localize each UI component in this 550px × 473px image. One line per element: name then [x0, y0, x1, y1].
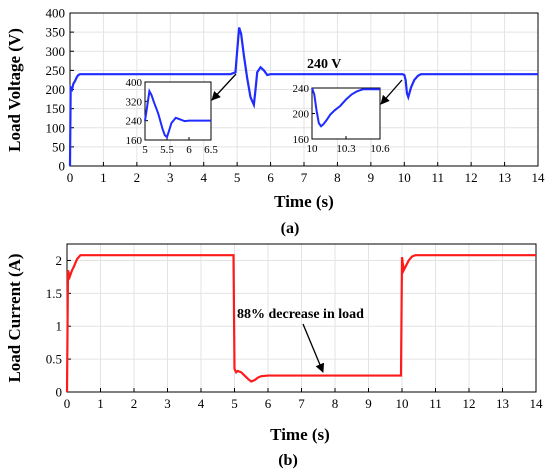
current-x-tick-label: 2	[131, 396, 138, 411]
voltage-x-tick-label: 10	[398, 170, 411, 185]
voltage-x-tick-label: 2	[134, 170, 141, 185]
inset-2-arrow	[380, 79, 403, 105]
current-x-tick-label: 11	[429, 396, 442, 411]
current-x-tick-label: 5	[231, 396, 238, 411]
voltage-y-tick-label: 350	[46, 25, 66, 40]
inset-2-series-line	[311, 87, 380, 128]
inset-1-x-tick-label: 5	[142, 144, 148, 156]
current-x-axis-label: Time (s)	[270, 425, 330, 444]
voltage-x-tick-label: 6	[267, 170, 274, 185]
current-x-tick-label: 10	[396, 396, 409, 411]
current-x-tick-label: 8	[332, 396, 339, 411]
voltage-x-tick-label: 1	[100, 170, 107, 185]
inset-1-y-tick-label: 400	[126, 77, 143, 89]
inset-1-y-tick-label: 320	[126, 96, 143, 108]
voltage-y-tick-label: 200	[46, 82, 66, 97]
voltage-x-axis-label: Time (s)	[274, 192, 334, 211]
current-series-line	[65, 254, 536, 393]
inset-1-x-tick-label: 6.5	[204, 144, 218, 156]
voltage-x-tick-label: 5	[234, 170, 241, 185]
inset-1-arrow	[211, 73, 237, 101]
voltage-inset-1: 5 5.5 6 6.5 160 240 320 400	[126, 77, 219, 156]
voltage-x-tick-label: 9	[368, 170, 375, 185]
current-x-tick-label: 9	[365, 396, 372, 411]
inset-2-y-tick-label: 160	[293, 134, 310, 146]
current-y-tick-label: 0	[56, 385, 63, 400]
inset-1-y-tick-label: 160	[126, 135, 143, 147]
inset-1-x-tick-label: 6	[186, 144, 192, 156]
current-y-tick-label: 0.5	[46, 352, 62, 367]
current-x-tick-label: 3	[164, 396, 171, 411]
voltage-x-tick-label: 4	[200, 170, 207, 185]
voltage-y-tick-label: 50	[52, 139, 65, 154]
current-x-tick-label: 6	[265, 396, 272, 411]
voltage-x-tick-label: 8	[334, 170, 341, 185]
voltage-y-tick-label: 400	[46, 6, 66, 21]
current-x-tick-label: 13	[496, 396, 509, 411]
inset-1-x-tick-label: 5.5	[160, 144, 174, 156]
inset-2-frame	[311, 87, 381, 140]
voltage-y-tick-label: 300	[46, 44, 66, 59]
current-x-tick-label: 7	[298, 396, 305, 411]
voltage-series-line	[68, 27, 538, 167]
voltage-x-tick-label: 13	[498, 170, 511, 185]
current-x-tick-label: 0	[64, 396, 71, 411]
voltage-x-tick-label: 11	[431, 170, 444, 185]
voltage-x-tick-label: 12	[465, 170, 478, 185]
voltage-annotation: 240 V	[307, 57, 341, 72]
voltage-y-tick-label: 0	[59, 159, 66, 174]
panel-b-caption: (b)	[278, 452, 298, 469]
inset-2-y-tick-label: 200	[293, 109, 310, 121]
inset-2-x-tick-label: 10.6	[370, 143, 390, 155]
inset-2-x-tick-label: 10	[307, 143, 319, 155]
current-annotation-arrow	[302, 323, 325, 373]
current-annotation: 88% decrease in load	[237, 307, 364, 322]
current-y-tick-label: 2	[56, 253, 63, 268]
current-y-axis-label: Load Current (A)	[5, 253, 24, 382]
inset-2-x-tick-label: 10.3	[336, 143, 356, 155]
inset-2-y-tick-label: 240	[293, 83, 310, 95]
voltage-x-tick-label: 7	[301, 170, 308, 185]
voltage-y-tick-label: 250	[46, 63, 66, 78]
current-y-tick-label: 1.5	[46, 286, 62, 301]
voltage-panel: 0 1 2 3 4 5 6 7 8 9 10 11 12 13 1405010015020025030035…	[5, 6, 545, 238]
voltage-inset-2: 10 10.3 10.6 160 200 240	[293, 83, 391, 155]
inset-1-series-line	[144, 88, 211, 139]
inset-1-frame	[144, 81, 212, 141]
voltage-y-tick-label: 100	[46, 120, 66, 135]
current-x-tick-label: 14	[530, 396, 544, 411]
current-x-tick-label: 12	[463, 396, 476, 411]
voltage-x-tick-label: 3	[167, 170, 174, 185]
current-x-tick-label: 4	[198, 396, 205, 411]
inset-1-y-tick-label: 240	[126, 116, 143, 128]
voltage-x-tick-label: 14	[532, 170, 546, 185]
current-y-tick-label: 1	[56, 319, 63, 334]
voltage-y-axis-label: Load Voltage (V)	[5, 28, 24, 152]
current-x-tick-label: 1	[97, 396, 104, 411]
voltage-x-tick-label: 0	[67, 170, 74, 185]
panel-a-caption: (a)	[281, 220, 300, 237]
voltage-y-tick-label: 150	[46, 101, 66, 116]
